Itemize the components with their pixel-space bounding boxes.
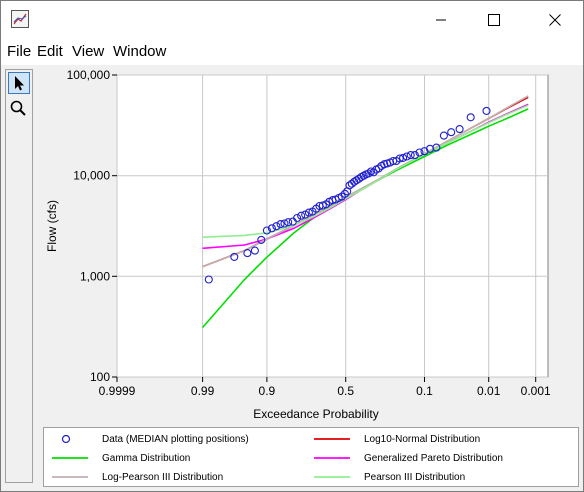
y-tick-label: 10,000 [73,169,110,183]
app-chart-icon[interactable] [11,10,29,28]
pointer-arrow-icon [15,76,24,91]
data-point [415,148,424,157]
legend-label: Log10-Normal Distribution [364,433,481,445]
data-point [250,246,259,255]
frequency-chart[interactable]: 0.9999 0.99 0.9 0.5 0.1 0.01 0.001 100 1,000 10,… [1,1,583,426]
data-point [466,113,475,122]
data-point [399,153,408,162]
menu-window[interactable]: Window [113,43,167,60]
data-point [482,106,491,115]
legend-item-gamma: Gamma Distribution [48,450,190,466]
legend-label: Data (MEDIAN plotting positions) [102,433,249,445]
y-axis-label: Flow (cfs) [45,200,59,252]
maximize-button[interactable] [468,1,520,39]
chart-legend: Data (MEDIAN plotting positions) Log10-N… [43,427,579,487]
data-points [204,106,491,284]
data-point [257,235,266,244]
data-point [276,220,285,229]
x-axis-label: Exceedance Probability [253,407,378,421]
minimize-icon [436,19,446,21]
legend-item-gen-pareto: Generalized Pareto Distribution [310,450,503,466]
maximize-icon [488,14,500,26]
x-tick-label: 0.1 [416,384,433,398]
x-tick-label: 0.5 [337,384,354,398]
minimize-button[interactable] [415,1,467,39]
data-point [406,151,415,160]
data-point [447,128,456,137]
close-icon [549,14,561,26]
data-point [304,208,313,217]
x-tick-label: 0.9999 [99,384,136,398]
x-tick-label: 0.001 [521,384,551,398]
close-button[interactable] [529,1,581,39]
y-axis-ticks: 100 1,000 10,000 100,000 [67,68,117,384]
data-point [410,151,419,160]
data-point [395,154,404,163]
legend-item-pearson: Pearson III Distribution [310,469,465,485]
data-point [262,226,271,235]
menu-bar: File Edit View Window [1,41,583,63]
x-tick-label: 0.99 [191,384,215,398]
legend-label: Gamma Distribution [102,452,191,464]
menu-file[interactable]: File [7,43,32,60]
y-tick-label: 100,000 [67,68,111,82]
plot-area [116,74,549,378]
data-point [439,131,448,140]
data-point [402,152,411,161]
menu-view[interactable]: View [72,43,105,60]
x-axis-ticks: 0.9999 0.99 0.9 0.5 0.1 0.01 0.001 [99,377,551,398]
legend-item-data: Data (MEDIAN plotting positions) [48,431,249,447]
data-point [374,164,383,173]
y-tick-label: 1,000 [80,269,110,283]
data-point [340,189,349,198]
data-point [284,218,293,227]
y-tick-label: 100 [90,370,110,384]
data-point [364,169,373,178]
pearson-curve [202,104,529,238]
data-point [243,249,252,258]
data-point [455,125,464,134]
zoom-magnifier-icon [10,100,26,116]
data-point [272,222,281,231]
x-tick-label: 0.01 [477,384,501,398]
data-point [204,275,213,284]
legend-item-log-pearson: Log-Pearson III Distribution [48,469,223,485]
data-point [297,211,306,220]
zoom-tool-button[interactable] [8,98,30,120]
data-point [293,213,302,223]
data-point [432,143,441,152]
legend-item-log10-normal: Log10-Normal Distribution [310,431,480,447]
pointer-tool-button[interactable] [8,72,30,94]
legend-label: Pearson III Distribution [364,471,466,483]
data-point [280,219,289,228]
data-point [369,168,378,177]
plot-toolbar [5,69,33,483]
x-tick-label: 0.9 [259,384,276,398]
title-bar [1,1,583,39]
legend-label: Generalized Pareto Distribution [364,452,503,464]
menu-edit[interactable]: Edit [37,43,63,60]
data-point [267,224,276,233]
data-point [230,252,239,261]
legend-label: Log-Pearson III Distribution [102,471,224,483]
distribution-curves [201,95,529,329]
